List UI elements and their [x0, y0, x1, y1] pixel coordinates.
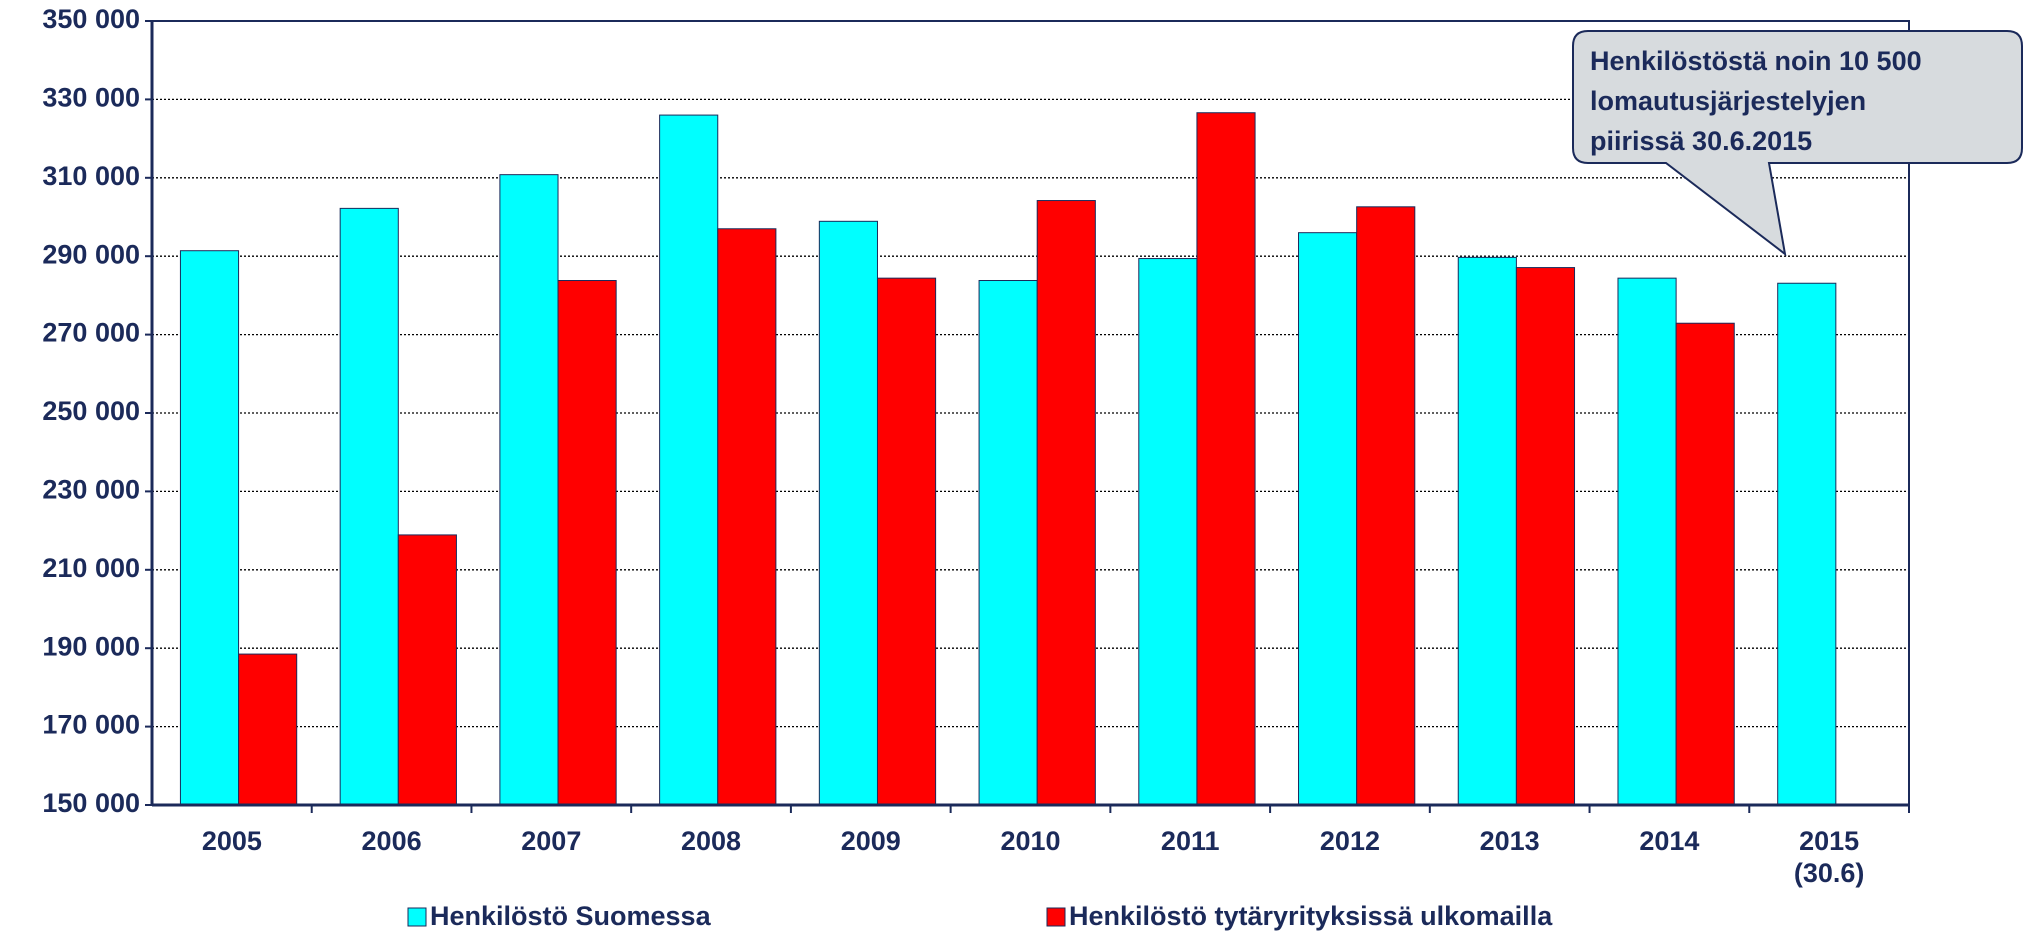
- callout-bubble: [1572, 30, 2023, 257]
- legend-swatch: [407, 907, 427, 927]
- legend-label: Henkilöstö Suomessa: [430, 901, 712, 931]
- bar: [499, 174, 559, 806]
- bar: [659, 114, 719, 806]
- bar: [557, 280, 617, 806]
- bar: [1298, 232, 1358, 806]
- x-tick-label: 2010: [1000, 826, 1061, 856]
- bar: [1617, 277, 1677, 806]
- x-tick-label: 2011: [1160, 826, 1220, 856]
- annotation-text: Henkilöstöstä noin 10 500: [1590, 46, 1922, 76]
- x-tick-label: 2006: [361, 826, 422, 856]
- y-tick-label: 230 000: [42, 475, 140, 505]
- x-tick-label: 2015 (30.6): [1793, 826, 1865, 888]
- bar: [1675, 322, 1735, 806]
- y-tick-label: 150 000: [42, 788, 140, 818]
- x-tick-label: 2014: [1639, 826, 1700, 856]
- y-tick-label: 270 000: [42, 318, 140, 348]
- y-tick-label: 330 000: [42, 83, 140, 113]
- bar: [1515, 267, 1576, 806]
- x-tick-label: 2012: [1319, 826, 1380, 856]
- bar: [397, 534, 457, 806]
- bar: [1196, 112, 1256, 806]
- y-tick-label: 350 000: [42, 4, 140, 34]
- x-tick-label: 2013: [1479, 826, 1540, 856]
- y-tick-label: 190 000: [42, 631, 140, 661]
- x-tick-label: 2008: [680, 826, 742, 856]
- y-tick-label: 170 000: [42, 710, 140, 740]
- legend-label: Henkilöstö tytäryrityksissä ulkomailla: [1069, 901, 1553, 931]
- legend-swatch: [1046, 907, 1066, 927]
- bar: [1457, 256, 1517, 806]
- y-tick-label: 210 000: [42, 553, 140, 583]
- annotation-text: piirissä 30.6.2015: [1590, 126, 1812, 156]
- x-tick-label: 2007: [521, 826, 582, 856]
- bar: [978, 280, 1038, 806]
- bar: [818, 220, 878, 806]
- annotation-text: lomautusjärjestelyjen: [1590, 86, 1866, 116]
- bar: [1036, 200, 1096, 806]
- bar: [876, 277, 937, 806]
- bar: [1777, 282, 1837, 806]
- bar: [717, 228, 777, 806]
- bar: [179, 250, 240, 806]
- y-tick-label: 290 000: [42, 239, 140, 269]
- bar: [339, 207, 399, 806]
- y-tick-label: 250 000: [42, 396, 140, 426]
- y-tick-label: 310 000: [42, 161, 140, 191]
- bar: [238, 653, 298, 806]
- bar: [1356, 206, 1416, 806]
- x-tick-label: 2009: [840, 826, 901, 856]
- bar: [1138, 258, 1198, 806]
- x-tick-label: 2005: [201, 826, 262, 856]
